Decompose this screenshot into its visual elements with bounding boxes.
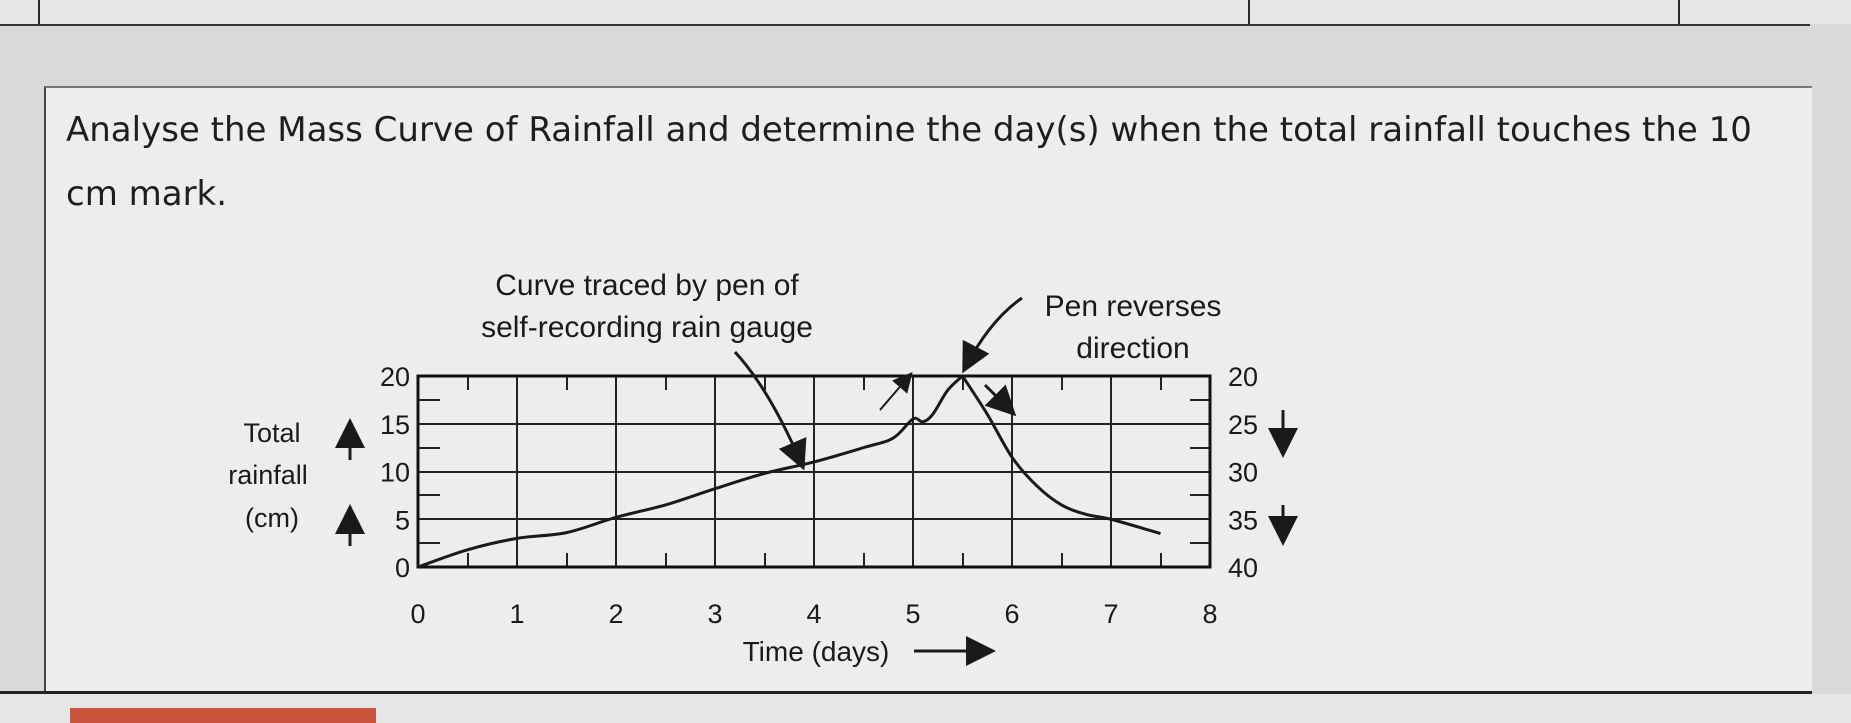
divider [0, 24, 1810, 26]
x-tick-label: 3 [707, 599, 722, 629]
x-tick-label: 2 [608, 599, 623, 629]
annotation-reverse-line1: Pen reverses [1045, 290, 1222, 323]
x-tick-label: 8 [1202, 599, 1217, 629]
y-right-tick-label: 25 [1228, 410, 1258, 440]
y-left-tick-label: 5 [395, 505, 410, 535]
x-tick-label: 4 [806, 599, 821, 629]
y-right-tick-label: 20 [1228, 362, 1258, 392]
y-axis-label-line1: Total [243, 418, 300, 448]
annotation-reverse-pointer-2 [983, 383, 1017, 417]
grid [417, 376, 1210, 567]
y-right-tick-label: 35 [1228, 505, 1258, 535]
x-axis-label: Time (days) [743, 636, 890, 667]
divider [0, 691, 1812, 694]
annotation-reverse-line2: direction [1076, 332, 1189, 365]
y-axis-label-line3: (cm) [245, 503, 299, 533]
x-tick-label: 6 [1004, 599, 1019, 629]
y-axis-label-line2: rainfall [228, 460, 308, 490]
annotation-curve-pointer-2 [879, 371, 913, 411]
x-tick-label: 5 [905, 599, 920, 629]
red-tab [70, 708, 376, 723]
y-left-tick-label: 20 [380, 362, 410, 392]
y-right-tick-labels: 20 25 30 35 40 [1228, 362, 1258, 583]
falling-curve [961, 375, 1161, 536]
y-left-tick-label: 15 [380, 410, 410, 440]
annotation-curve-line1: Curve traced by pen of [495, 269, 799, 302]
annotation-curve-pointer [733, 350, 807, 471]
x-tick-label: 7 [1103, 599, 1118, 629]
plot-frame [416, 374, 1212, 569]
y-left-tick-label: 10 [380, 458, 410, 488]
annotation-reverse-pointer [962, 296, 1023, 374]
x-tick-label: 1 [509, 599, 524, 629]
top-strip [0, 0, 1851, 24]
x-tick-labels: 0 1 2 3 4 5 6 7 8 [410, 599, 1217, 629]
top-strip-cell [38, 0, 1250, 24]
y-left-tick-labels: 0 5 10 15 20 [380, 362, 410, 583]
question-card [44, 86, 1812, 693]
annotation-curve-line2: self-recording rain gauge [481, 311, 813, 344]
y-right-tick-label: 40 [1228, 553, 1258, 583]
question-text: Analyse the Mass Curve of Rainfall and d… [66, 110, 1752, 214]
y-left-tick-label: 0 [395, 553, 410, 583]
y-right-tick-label: 30 [1228, 458, 1258, 488]
x-tick-label: 0 [410, 599, 425, 629]
top-strip-cell [0, 0, 40, 24]
top-strip-cell [1248, 0, 1680, 24]
